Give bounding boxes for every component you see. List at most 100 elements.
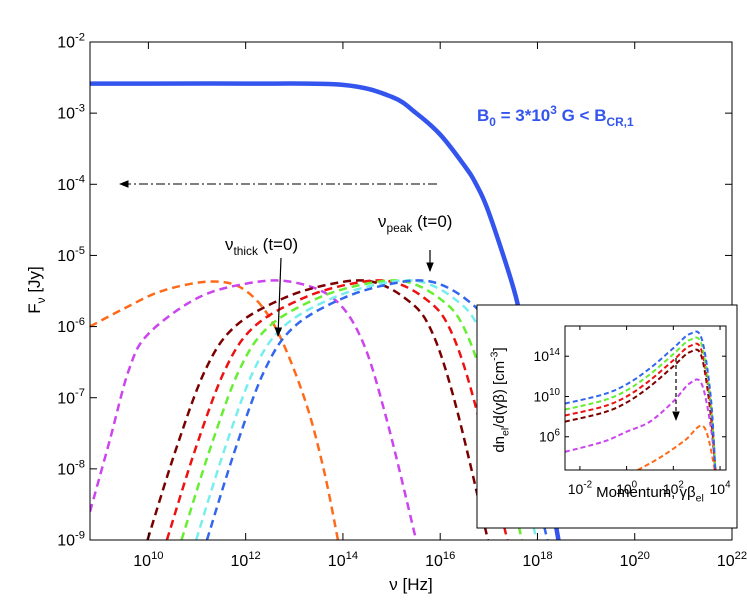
label-base: 10 bbox=[620, 553, 638, 570]
label-exp: 4 bbox=[725, 480, 731, 491]
label-exp: -9 bbox=[75, 529, 85, 541]
label-base: 10 bbox=[57, 248, 75, 265]
label-base: 10 bbox=[522, 553, 540, 570]
x-tick-label: 102 bbox=[663, 480, 684, 497]
y-axis-label: dnel/d(γβ) [cm-3] bbox=[489, 347, 512, 452]
x-axis-label: Momentum, γβel bbox=[596, 484, 704, 505]
text-part: [Jy] bbox=[25, 266, 44, 297]
label-base: 10 bbox=[710, 481, 726, 497]
data-line bbox=[180, 279, 524, 540]
label-exp: 10 bbox=[151, 550, 163, 562]
label-exp: 14 bbox=[549, 347, 560, 358]
label-base: 10 bbox=[57, 177, 75, 194]
label-base: 10 bbox=[568, 481, 584, 497]
label-exp: -4 bbox=[75, 174, 85, 186]
label-base: 10 bbox=[534, 388, 550, 404]
label-base: 10 bbox=[539, 429, 555, 445]
text-part: ν bbox=[378, 212, 387, 231]
x-tick-label: 1016 bbox=[425, 550, 455, 570]
text-part: /d(γβ) [cm bbox=[491, 361, 508, 428]
y-tick-label: 10-3 bbox=[57, 103, 85, 123]
label-exp: -2 bbox=[75, 31, 85, 43]
label-base: 10 bbox=[534, 348, 550, 364]
y-tick-label: 10-2 bbox=[57, 31, 85, 51]
y-tick-label: 106 bbox=[539, 427, 561, 444]
data-line bbox=[205, 279, 549, 540]
text-part: CR,1 bbox=[607, 115, 634, 129]
label-exp: -5 bbox=[75, 245, 85, 257]
text-part: G < B bbox=[557, 106, 607, 125]
label-exp: 14 bbox=[346, 550, 358, 562]
text-part: F bbox=[25, 303, 44, 313]
text-part: dn bbox=[491, 436, 508, 453]
annotation: νpeak (t=0) bbox=[378, 212, 452, 235]
x-tick-label: 1022 bbox=[717, 550, 747, 570]
label-base: 10 bbox=[425, 553, 443, 570]
text-part: (t=0) bbox=[258, 235, 298, 254]
x-tick-label: 1018 bbox=[522, 550, 552, 570]
text-part: ν bbox=[34, 297, 48, 303]
text-part: = 3*10 bbox=[496, 106, 550, 125]
text-part: thick bbox=[234, 244, 259, 258]
text-part: -3 bbox=[489, 351, 501, 360]
x-tick-label: 1020 bbox=[620, 550, 650, 570]
text-part: 3 bbox=[550, 103, 557, 117]
x-tick-label: 104 bbox=[710, 480, 732, 497]
text-part: (t=0) bbox=[412, 212, 452, 231]
label-base: 10 bbox=[57, 533, 75, 550]
label-base: 10 bbox=[616, 481, 632, 497]
label-exp: 12 bbox=[248, 550, 260, 562]
label-base: 10 bbox=[717, 553, 735, 570]
data-line bbox=[90, 280, 340, 540]
y-tick-label: 10-5 bbox=[57, 245, 85, 265]
y-axis-label: Fν [Jy] bbox=[25, 266, 48, 314]
label-exp: -2 bbox=[583, 480, 592, 491]
text-part: peak bbox=[387, 221, 413, 235]
label-base: 10 bbox=[133, 553, 151, 570]
x-axis-label: ν [Hz] bbox=[389, 575, 432, 594]
data-line bbox=[565, 330, 717, 470]
text-part: ] bbox=[491, 347, 508, 351]
y-tick-label: 10-7 bbox=[57, 387, 85, 407]
label-base: 10 bbox=[231, 553, 249, 570]
x-tick-label: 100 bbox=[616, 480, 638, 497]
x-tick-label: 10-2 bbox=[568, 480, 592, 497]
annotation: νthick (t=0) bbox=[225, 235, 298, 258]
data-line bbox=[194, 279, 538, 540]
label-exp: -6 bbox=[75, 316, 85, 328]
text-part: ν [Hz] bbox=[389, 575, 432, 594]
text-part: 0 bbox=[489, 115, 496, 129]
label-exp: 20 bbox=[637, 550, 649, 562]
data-line bbox=[146, 279, 490, 540]
data-line bbox=[565, 378, 717, 470]
y-tick-label: 1014 bbox=[534, 347, 561, 364]
label-exp: -8 bbox=[75, 458, 85, 470]
label-base: 10 bbox=[663, 481, 679, 497]
label-base: 10 bbox=[328, 553, 346, 570]
label-base: 10 bbox=[57, 35, 75, 52]
y-tick-label: 1010 bbox=[534, 387, 561, 404]
data-line bbox=[90, 279, 418, 540]
label-exp: -3 bbox=[75, 103, 85, 115]
x-tick-label: 1010 bbox=[133, 550, 163, 570]
text-part: Momentum, γβ bbox=[596, 484, 696, 501]
data-line bbox=[565, 336, 717, 470]
label-exp: 18 bbox=[540, 550, 552, 562]
x-tick-label: 1014 bbox=[328, 550, 358, 570]
data-line bbox=[565, 342, 717, 470]
data-line bbox=[165, 279, 509, 540]
label-base: 10 bbox=[57, 106, 75, 123]
text-part: el bbox=[500, 428, 512, 436]
label-exp: -7 bbox=[75, 387, 85, 399]
y-tick-label: 10-6 bbox=[57, 316, 85, 336]
label-exp: 22 bbox=[735, 550, 747, 562]
text-part: el bbox=[696, 493, 704, 505]
label-base: 10 bbox=[57, 390, 75, 407]
text-part: ν bbox=[225, 235, 234, 254]
axes-box bbox=[564, 325, 727, 471]
y-tick-label: 10-9 bbox=[57, 529, 85, 549]
x-tick-label: 1012 bbox=[231, 550, 261, 570]
y-tick-label: 10-8 bbox=[57, 458, 85, 478]
